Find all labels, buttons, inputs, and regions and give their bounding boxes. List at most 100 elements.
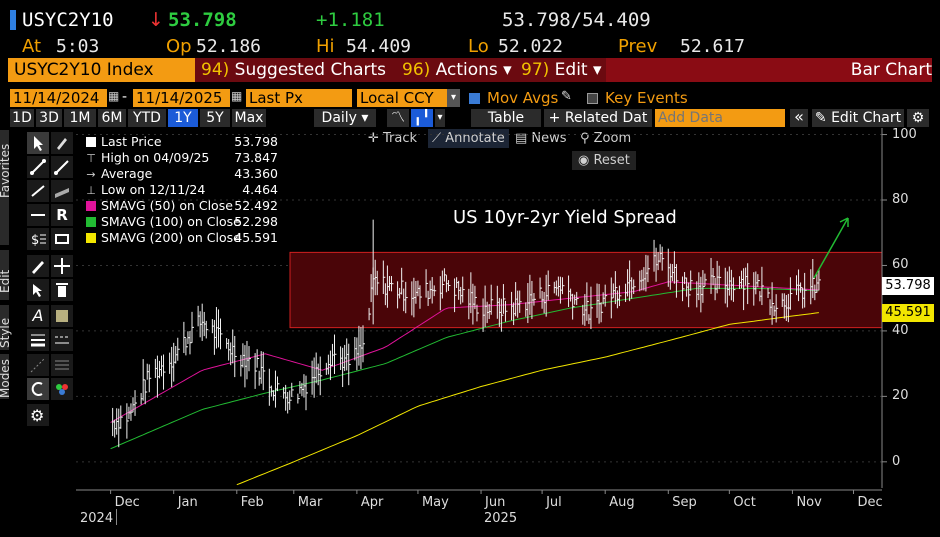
legend-row[interactable]: Last Price 53.798 <box>86 134 278 150</box>
line-weight-icon[interactable] <box>27 329 49 351</box>
legend-row[interactable]: ⊥ Low on 12/11/24 4.464 <box>86 182 278 198</box>
edit-chart-button[interactable]: ✎ Edit Chart <box>812 109 904 127</box>
channel-icon[interactable] <box>51 180 73 202</box>
connect-icon[interactable] <box>27 378 49 400</box>
zoom-label: Zoom <box>593 131 632 146</box>
chevron-down-icon[interactable]: ▾ <box>447 89 460 107</box>
legend-row[interactable]: ⊤ High on 04/09/25 73.847 <box>86 150 278 166</box>
legend-row[interactable]: SMAVG (50) on Close 52.492 <box>86 198 278 214</box>
x-tick-label: May <box>421 495 449 510</box>
fibonacci-icon[interactable]: $ <box>27 228 49 250</box>
open-label: Op <box>166 36 192 57</box>
gear-icon[interactable]: ⚙ <box>907 109 929 127</box>
end-date-field[interactable]: 11/14/2025 <box>133 89 230 107</box>
reset-label: Reset <box>593 153 630 168</box>
reset-button[interactable]: ◉ Reset <box>572 151 636 170</box>
track-button[interactable]: ✛ Track <box>368 131 417 146</box>
chevron-down-icon[interactable]: ▾ <box>435 109 445 127</box>
ticker-symbol[interactable]: USYC2Y10 <box>22 9 114 31</box>
low-value: 52.022 <box>498 36 564 57</box>
pencil-icon[interactable] <box>27 255 49 277</box>
modes-tab[interactable] <box>0 354 9 399</box>
line-chart-icon[interactable]: 〽 <box>387 109 409 127</box>
line-style-icon[interactable] <box>51 329 73 351</box>
actions-num: 96) <box>402 60 431 80</box>
suggested-charts-menu[interactable]: 94) Suggested Charts ▾ <box>195 58 397 104</box>
start-date-field[interactable]: 11/14/2024 <box>10 89 107 107</box>
frequency-selector[interactable]: Daily ▾ <box>314 109 376 127</box>
x-tick-label: Jul <box>546 495 562 510</box>
trendline-icon[interactable] <box>27 156 49 178</box>
ray-icon[interactable] <box>51 156 73 178</box>
chart-title: US 10yr-2yr Yield Spread <box>453 207 677 228</box>
edit-tab[interactable] <box>0 250 9 300</box>
chart-type-label[interactable]: Bar Chart <box>850 60 932 80</box>
add-data-input[interactable] <box>655 109 785 127</box>
edit-num: 97) <box>521 60 550 80</box>
period-button-1d[interactable]: 1D <box>10 109 34 127</box>
palette-icon[interactable] <box>51 378 73 400</box>
x-tick-label: Sep <box>672 495 697 510</box>
field-selector[interactable]: Last Px <box>246 89 352 107</box>
sma200-line <box>236 312 819 486</box>
period-button-5y[interactable]: 5Y <box>200 109 230 127</box>
favorites-tab[interactable] <box>0 130 9 245</box>
year-divider <box>116 509 117 525</box>
color-swatch-icon[interactable] <box>51 305 73 327</box>
period-button-1m[interactable]: 1M <box>64 109 96 127</box>
edit-menu[interactable]: 97) Edit ▾ <box>515 58 606 82</box>
date-dash: - <box>122 89 128 105</box>
currency-selector[interactable]: Local CCY <box>357 89 447 107</box>
horizontal-line-icon[interactable] <box>27 204 49 226</box>
legend-value: 45.591 <box>234 230 278 245</box>
table-button[interactable]: Table <box>471 109 541 127</box>
period-button-1y[interactable]: 1Y <box>168 109 198 127</box>
legend-row[interactable]: SMAVG (100) on Close 52.298 <box>86 214 278 230</box>
mov-avgs-checkbox[interactable] <box>469 93 480 104</box>
select-icon[interactable] <box>27 279 49 301</box>
rectangle-icon[interactable] <box>51 228 73 250</box>
arrow-head-icon <box>839 217 849 227</box>
style-tab[interactable] <box>0 305 9 350</box>
edit-chart-label: Edit Chart <box>831 110 902 126</box>
actions-menu[interactable]: 96) Actions ▾ <box>396 58 517 82</box>
period-button-max[interactable]: Max <box>232 109 266 127</box>
text-tool-icon[interactable]: R <box>51 204 73 226</box>
period-button-6m[interactable]: 6M <box>98 109 126 127</box>
key-events-label[interactable]: Key Events <box>605 89 688 107</box>
legend-swatch <box>86 137 96 147</box>
segment-icon[interactable] <box>27 180 49 202</box>
zoom-button[interactable]: ⚲ Zoom <box>580 131 631 146</box>
sma200-tag: 45.591 <box>882 303 934 322</box>
legend-row[interactable]: → Average 43.360 <box>86 166 278 182</box>
pencil-icon[interactable]: ✎ <box>561 89 572 104</box>
key-events-checkbox[interactable] <box>587 93 598 104</box>
calendar-icon[interactable]: ▦ <box>231 89 243 103</box>
tool-palette: Favorites Edit Style Modes R $ A ⚙ <box>0 128 80 428</box>
period-button-ytd[interactable]: YTD <box>128 109 166 127</box>
period-button-3d[interactable]: 3D <box>36 109 62 127</box>
bar-chart-icon[interactable]: ╻╹ <box>411 109 433 127</box>
move-icon[interactable] <box>51 255 73 277</box>
font-icon[interactable]: A <box>27 305 49 327</box>
trash-icon[interactable] <box>51 279 73 301</box>
legend-label: SMAVG (100) on Close <box>101 214 241 229</box>
crosshair-icon[interactable] <box>27 354 49 376</box>
pen-icon[interactable] <box>51 132 73 154</box>
collapse-icon[interactable]: « <box>790 109 808 127</box>
crosshair-icon: ✛ <box>368 131 384 146</box>
legend-value: 43.360 <box>234 166 278 181</box>
trend-arrow <box>813 217 849 279</box>
calendar-icon[interactable]: ▦ <box>108 89 120 103</box>
mov-avgs-label[interactable]: Mov Avgs <box>487 89 559 107</box>
legend-label: Average <box>101 166 153 181</box>
gear-icon[interactable]: ⚙ <box>27 404 49 426</box>
security-field[interactable]: USYC2Y10 Index <box>8 58 197 82</box>
legend-row[interactable]: SMAVG (200) on Close 45.591 <box>86 230 278 246</box>
cursor-icon[interactable] <box>27 132 49 154</box>
high-marker-icon: ⊤ <box>86 152 96 165</box>
related-data-button[interactable]: + Related Dat <box>544 109 652 127</box>
menu-icon[interactable] <box>51 354 73 376</box>
ticker-marker <box>10 10 16 30</box>
